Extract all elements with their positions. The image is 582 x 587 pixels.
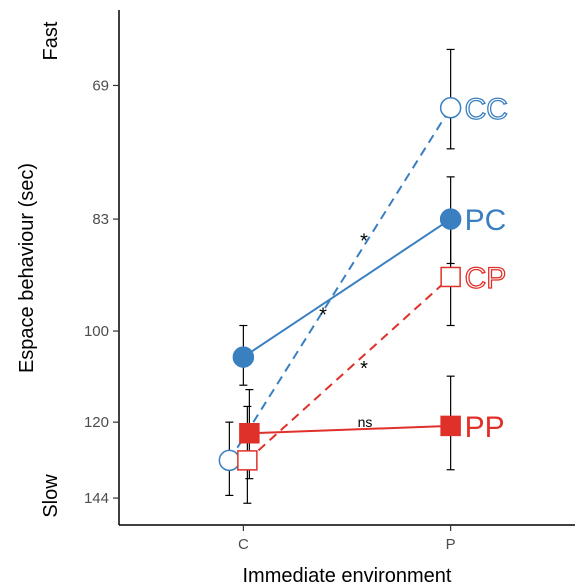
x-axis-title: Immediate environment [243,565,452,587]
y-fast-label: Fast [40,21,62,60]
marker-cp-c [237,450,258,471]
axes-layer [118,10,575,526]
series-line-pc [242,218,452,358]
ticks-layer: 69 83 100 120 144 C P [84,77,456,553]
y-slow-label: Slow [40,474,62,518]
marker-cc-c [218,449,241,472]
marker-pc-c [232,346,255,368]
series-label-pp: PP [465,411,505,444]
y-tick-label: 120 [84,414,109,431]
y-tick-label: 69 [92,77,109,94]
y-axis-title: Espace behaviour (sec) [16,163,38,373]
marker-cc-p [439,97,462,119]
marker-cp-p [440,266,461,288]
significance-star: * [319,304,327,326]
series-line-cc [228,107,452,461]
x-tick-label: C [238,536,249,553]
x-tick-label: P [446,536,456,553]
marker-pp-c [239,423,260,444]
significance-star: * [360,358,368,380]
series-label-cc: CC [465,93,508,126]
series-layer: CC PC CP PP * * * ns [218,48,509,504]
series-label-cp: CP [465,262,507,295]
significance-star: * [360,231,368,253]
y-tick-label: 144 [84,490,109,507]
series-line-cp [246,276,452,462]
marker-pp-p [440,415,461,437]
y-tick-label: 83 [92,211,109,228]
series-label-pc: PC [465,204,507,237]
marker-pc-p [439,208,462,230]
series-line-pp [249,424,451,435]
y-tick-label: 100 [84,323,109,340]
significance-ns: ns [358,414,373,430]
